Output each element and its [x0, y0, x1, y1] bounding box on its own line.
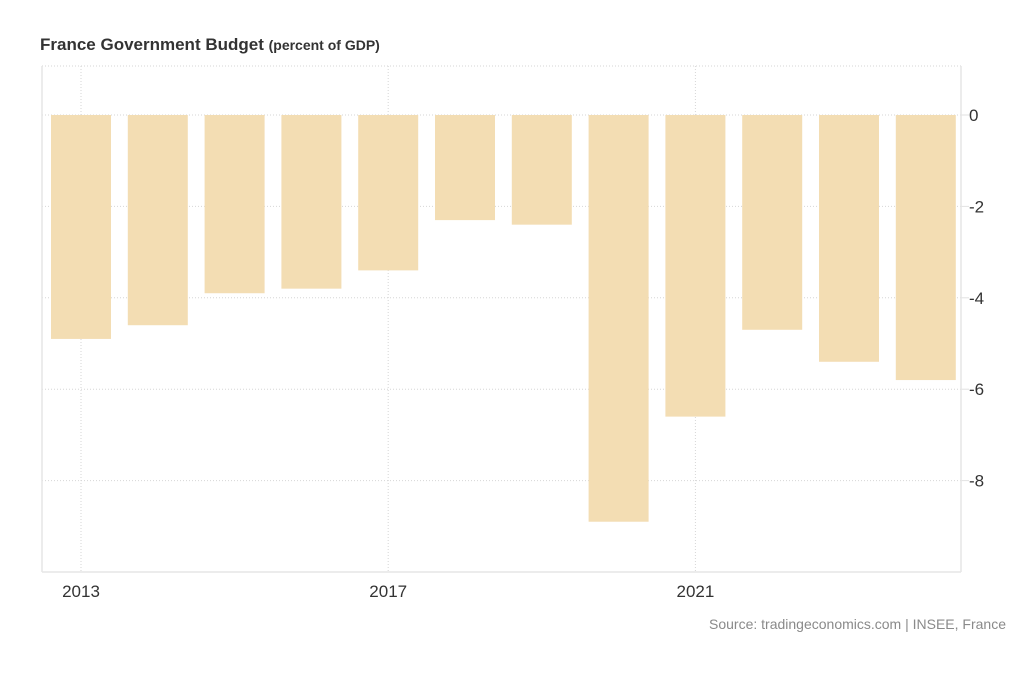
bar-2019 — [511, 115, 572, 225]
chart-title: France Government Budget (percent of GDP… — [40, 35, 380, 55]
y-axis-labels: 0 -2 -4 -6 -8 — [969, 106, 984, 491]
x-tick-label: 2013 — [62, 582, 100, 601]
bar-2014 — [127, 115, 188, 326]
y-tick-label: -8 — [969, 472, 984, 491]
y-tick-label: -2 — [969, 197, 984, 216]
x-tick-label: 2017 — [369, 582, 407, 601]
bar-2015 — [204, 115, 265, 294]
x-tick-label: 2021 — [676, 582, 714, 601]
bars — [51, 115, 956, 522]
x-axis-labels: 2013 2017 2021 — [62, 582, 714, 601]
chart-title-text: France Government Budget — [40, 35, 264, 54]
y-tick-label: 0 — [969, 106, 978, 125]
bar-2022 — [742, 115, 803, 330]
y-tick-label: -4 — [969, 289, 984, 308]
bar-2017 — [358, 115, 419, 271]
chart-subtitle: (percent of GDP) — [268, 37, 380, 53]
bar-2018 — [435, 115, 495, 221]
bar-2021 — [665, 115, 726, 417]
bar-2024 — [895, 115, 956, 381]
bar-2020 — [588, 115, 649, 522]
bar-2016 — [281, 115, 342, 289]
bar-2023 — [819, 115, 879, 362]
bar-2013 — [51, 115, 111, 339]
y-tick-label: -6 — [969, 380, 984, 399]
source-note: Source: tradingeconomics.com | INSEE, Fr… — [709, 616, 1006, 632]
plot-frame — [41, 66, 969, 573]
